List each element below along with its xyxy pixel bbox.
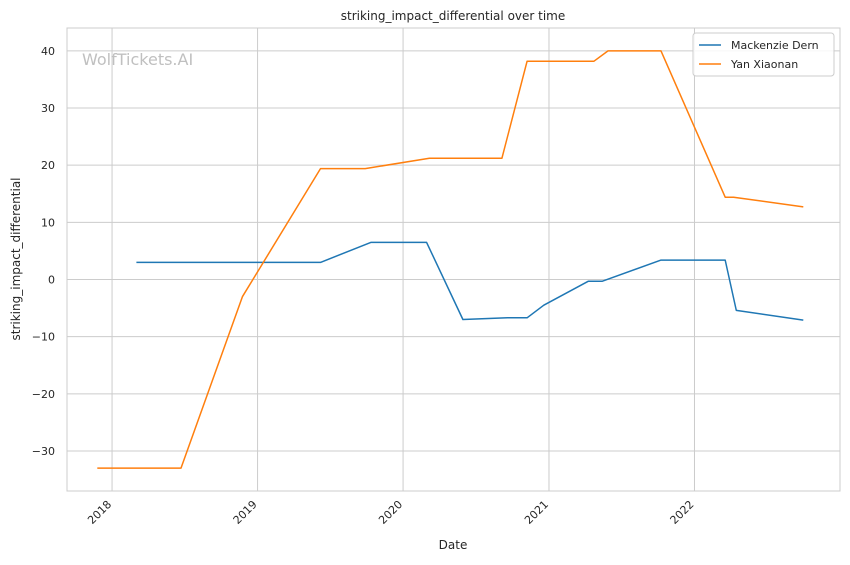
series-line-mackenzie-dern <box>136 241 804 321</box>
y-tick-labels: 40 30 20 10 0 −10 −20 −30 <box>32 45 55 458</box>
y-tick-label: 10 <box>41 216 55 229</box>
y-tick-label: −20 <box>32 388 55 401</box>
y-tick-label: 20 <box>41 159 55 172</box>
y-tick-label: 30 <box>41 102 55 115</box>
legend-label-yan-xiaonan: Yan Xiaonan <box>730 58 798 71</box>
watermark-layer: WolfTickets.AI <box>82 50 193 69</box>
legend-label-mackenzie-dern: Mackenzie Dern <box>731 39 819 52</box>
plot-frame <box>66 27 841 492</box>
watermark: WolfTickets.AI <box>82 50 193 69</box>
series-layer <box>97 50 804 469</box>
series-line-yan-xiaonan <box>97 50 804 469</box>
y-tick-label: −30 <box>32 445 55 458</box>
y-tick-label: 0 <box>48 274 55 287</box>
legend-box <box>692 32 835 77</box>
y-tick-label: −10 <box>32 331 55 344</box>
y-axis-label: striking_impact_differential <box>9 177 23 340</box>
y-tick-label: 40 <box>41 45 55 58</box>
chart-title: striking_impact_differential over time <box>341 9 566 23</box>
x-axis-label: Date <box>439 538 468 552</box>
legend: Mackenzie Dern Yan Xiaonan <box>692 32 835 77</box>
